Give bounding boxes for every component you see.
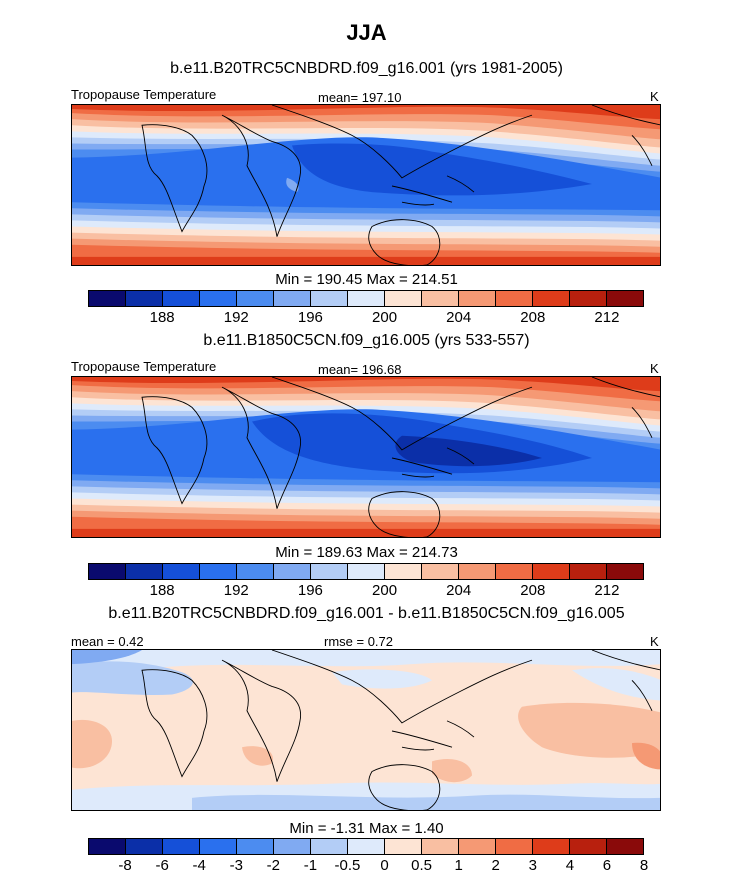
colorbar-swatch [126, 839, 163, 854]
colorbar-swatch [200, 291, 237, 306]
colorbar-swatch [607, 839, 643, 854]
colorbar-tick-label: -6 [155, 857, 169, 874]
colorbar-tick-label: 200 [372, 582, 398, 599]
colorbar-tick-label: 6 [602, 857, 612, 874]
colorbar-tick-label: 0 [380, 857, 389, 874]
panel2-variable-label: Tropopause Temperature [71, 359, 217, 374]
colorbar-swatch [348, 564, 385, 579]
colorbar-tick-label: 188 [149, 309, 175, 326]
colorbar-tick-label: 212 [594, 309, 620, 326]
colorbar-swatch [274, 291, 311, 306]
colorbar-swatch [533, 564, 570, 579]
panel2-map [71, 376, 661, 538]
colorbar-swatch [385, 564, 422, 579]
colorbar-swatch [348, 291, 385, 306]
panel1-minmax: Min = 190.45 Max = 214.51 [275, 271, 458, 288]
panel3-minmax: Min = -1.31 Max = 1.40 [289, 820, 444, 837]
panel1-colorbar [88, 290, 644, 307]
colorbar-swatch [311, 839, 348, 854]
colorbar-tick-label: 204 [446, 309, 472, 326]
colorbar-tick-label: -8 [118, 857, 132, 874]
colorbar-tick-label: -0.5 [334, 857, 361, 874]
colorbar-swatch [459, 564, 496, 579]
panel2-title: b.e11.B1850C5CN.f09_g16.005 (yrs 533-557… [203, 332, 530, 349]
colorbar-swatch [89, 839, 126, 854]
colorbar-tick-label: 196 [297, 582, 323, 599]
colorbar-tick-label: -4 [192, 857, 206, 874]
colorbar-swatch [126, 291, 163, 306]
colorbar-swatch [607, 564, 643, 579]
colorbar-tick-label: 188 [149, 582, 175, 599]
colorbar-swatch [200, 839, 237, 854]
colorbar-swatch [570, 839, 607, 854]
colorbar-swatch [496, 839, 533, 854]
panel3-map [71, 649, 661, 811]
colorbar-swatch [200, 564, 237, 579]
colorbar-swatch [89, 291, 126, 306]
colorbar-tick-label: 204 [446, 582, 472, 599]
colorbar-tick-label: 200 [372, 309, 398, 326]
colorbar-swatch [237, 839, 274, 854]
colorbar-swatch [385, 839, 422, 854]
panel2-minmax: Min = 189.63 Max = 214.73 [275, 544, 458, 561]
panel1-units-label: K [650, 89, 659, 104]
colorbar-swatch [163, 291, 200, 306]
panel3-units-label: K [650, 634, 659, 649]
colorbar-swatch [89, 564, 126, 579]
panel1-title: b.e11.B20TRC5CNBDRD.f09_g16.001 (yrs 198… [170, 60, 563, 77]
panel2-units-label: K [650, 361, 659, 376]
colorbar-swatch [496, 564, 533, 579]
colorbar-tick-label: 192 [223, 309, 249, 326]
colorbar-swatch [237, 564, 274, 579]
colorbar-swatch [570, 564, 607, 579]
colorbar-swatch [533, 839, 570, 854]
colorbar-tick-label: 4 [565, 857, 575, 874]
colorbar-swatch [311, 564, 348, 579]
panel3-colorbar [88, 838, 644, 855]
colorbar-swatch [163, 839, 200, 854]
colorbar-swatch [311, 291, 348, 306]
panel3-colorbar-ticks: -8 -6 -4 -3 -2 -1 -0.5 0 0.5 1 2 3 4 6 8 [88, 857, 648, 875]
panel1-map [71, 104, 661, 266]
panel1-variable-label: Tropopause Temperature [71, 87, 217, 102]
colorbar-tick-label: 1 [454, 857, 463, 874]
panel2-mean-label: mean= 196.68 [318, 362, 402, 377]
colorbar-swatch [274, 564, 311, 579]
panel3-rmse-label: rmse = 0.72 [324, 634, 394, 649]
panel2-colorbar [88, 563, 644, 580]
colorbar-swatch [163, 564, 200, 579]
panel1-colorbar-ticks: 188 192 196 200 204 208 212 [88, 309, 644, 327]
panel3-title: b.e11.B20TRC5CNBDRD.f09_g16.001 - b.e11.… [108, 605, 625, 622]
colorbar-swatch [348, 839, 385, 854]
colorbar-tick-label: 0.5 [411, 857, 433, 874]
colorbar-swatch [570, 291, 607, 306]
colorbar-swatch [274, 839, 311, 854]
colorbar-tick-label: -1 [303, 857, 318, 874]
panel1-mean-label: mean= 197.10 [318, 90, 402, 105]
colorbar-swatch [496, 291, 533, 306]
colorbar-tick-label: 212 [594, 582, 620, 599]
colorbar-swatch [385, 291, 422, 306]
colorbar-swatch [459, 839, 496, 854]
colorbar-tick-label: 208 [520, 582, 546, 599]
colorbar-swatch [422, 839, 459, 854]
colorbar-swatch [533, 291, 570, 306]
colorbar-tick-label: 2 [491, 857, 500, 874]
colorbar-tick-label: 8 [639, 857, 649, 874]
main-title: JJA [346, 20, 387, 45]
colorbar-tick-label: 208 [520, 309, 546, 326]
colorbar-tick-label: 196 [297, 309, 323, 326]
colorbar-tick-label: -2 [266, 857, 280, 874]
colorbar-swatch [422, 291, 459, 306]
panel2-colorbar-ticks: 188 192 196 200 204 208 212 [88, 582, 644, 600]
colorbar-swatch [237, 291, 274, 306]
colorbar-swatch [607, 291, 643, 306]
colorbar-tick-label: 192 [223, 582, 249, 599]
colorbar-swatch [126, 564, 163, 579]
colorbar-tick-label: 3 [528, 857, 537, 874]
colorbar-swatch [459, 291, 496, 306]
panel3-mean-label: mean = 0.42 [71, 634, 144, 649]
colorbar-tick-label: -3 [229, 857, 243, 874]
colorbar-swatch [422, 564, 459, 579]
